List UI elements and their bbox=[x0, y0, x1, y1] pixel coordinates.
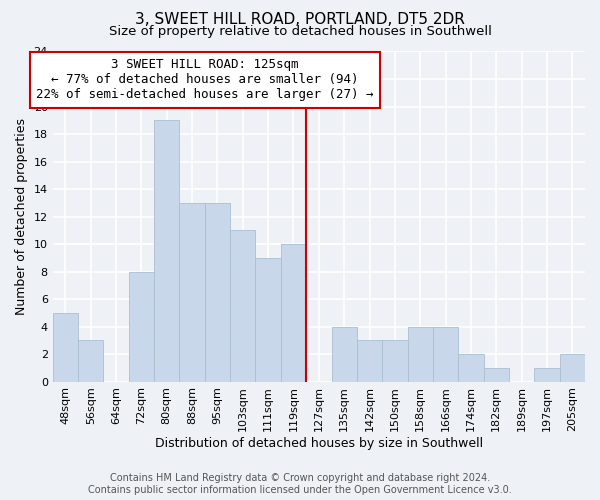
Bar bbox=[332, 326, 357, 382]
Text: Contains HM Land Registry data © Crown copyright and database right 2024.
Contai: Contains HM Land Registry data © Crown c… bbox=[88, 474, 512, 495]
Bar bbox=[560, 354, 585, 382]
Text: 3 SWEET HILL ROAD: 125sqm
← 77% of detached houses are smaller (94)
22% of semi-: 3 SWEET HILL ROAD: 125sqm ← 77% of detac… bbox=[36, 58, 374, 102]
Text: Size of property relative to detached houses in Southwell: Size of property relative to detached ho… bbox=[109, 25, 491, 38]
Bar bbox=[407, 326, 433, 382]
Bar bbox=[129, 272, 154, 382]
Bar bbox=[230, 230, 256, 382]
X-axis label: Distribution of detached houses by size in Southwell: Distribution of detached houses by size … bbox=[155, 437, 483, 450]
Bar bbox=[256, 258, 281, 382]
Bar bbox=[458, 354, 484, 382]
Bar bbox=[179, 203, 205, 382]
Bar bbox=[281, 244, 306, 382]
Bar bbox=[484, 368, 509, 382]
Bar bbox=[433, 326, 458, 382]
Bar bbox=[535, 368, 560, 382]
Bar bbox=[205, 203, 230, 382]
Bar bbox=[78, 340, 103, 382]
Bar bbox=[154, 120, 179, 382]
Bar bbox=[382, 340, 407, 382]
Bar bbox=[357, 340, 382, 382]
Y-axis label: Number of detached properties: Number of detached properties bbox=[15, 118, 28, 315]
Bar bbox=[53, 313, 78, 382]
Text: 3, SWEET HILL ROAD, PORTLAND, DT5 2DR: 3, SWEET HILL ROAD, PORTLAND, DT5 2DR bbox=[135, 12, 465, 28]
